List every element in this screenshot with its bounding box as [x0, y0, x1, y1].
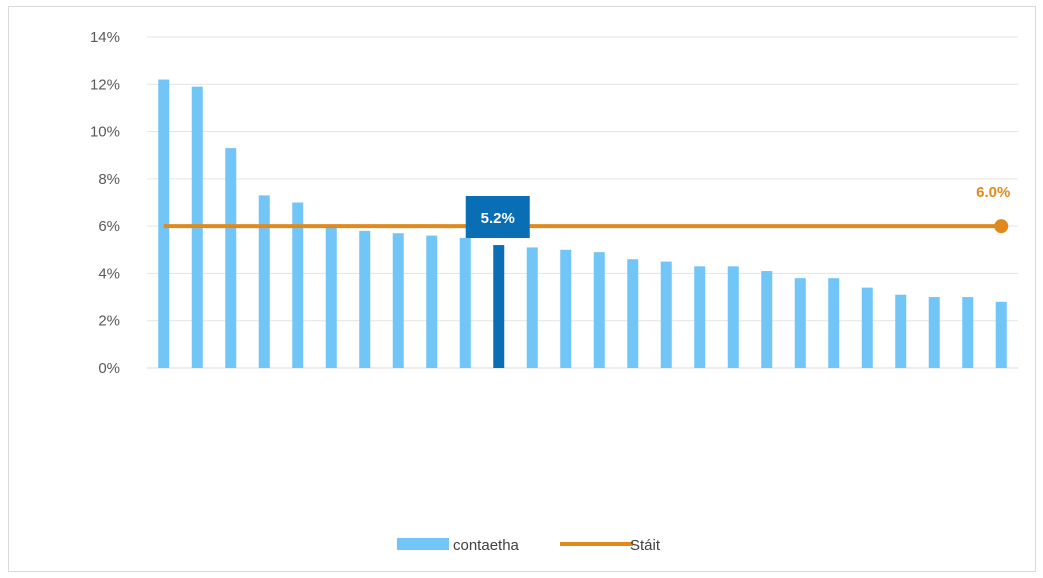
legend: contaetha Stáit [397, 537, 661, 554]
state-line-marker [994, 219, 1009, 234]
bar [258, 195, 270, 368]
bar [459, 237, 471, 368]
bar [359, 230, 371, 368]
y-tick-label: 12% [90, 76, 120, 93]
bar [861, 287, 873, 368]
y-axis: 0% 2% 4% 6% 8% 10% 12% 14% [90, 29, 120, 377]
bar [593, 252, 605, 368]
bar [962, 297, 974, 368]
bar [928, 297, 940, 368]
chart-frame [8, 6, 1036, 572]
bar [158, 79, 170, 369]
y-tick-label: 4% [98, 265, 120, 282]
bar [995, 301, 1007, 368]
highlight-label-box [465, 196, 530, 238]
y-tick-label: 2% [98, 313, 120, 330]
y-tick-label: 8% [98, 171, 120, 188]
legend-label-contaetha: contaetha [453, 537, 520, 554]
bar [794, 278, 806, 368]
bar [292, 202, 304, 368]
bar [761, 271, 773, 368]
y-tick-label: 10% [90, 124, 120, 141]
bar [325, 226, 337, 368]
bar [560, 249, 572, 368]
bar [660, 261, 672, 368]
bar [526, 247, 538, 368]
bar [627, 259, 639, 368]
bar [392, 233, 404, 368]
bar [493, 245, 505, 368]
y-tick-label: 6% [98, 218, 120, 235]
highlight-label: 5.2% [481, 210, 515, 227]
y-tick-label: 14% [90, 29, 120, 46]
bar [426, 235, 438, 368]
bar-series-contaetha [158, 79, 1007, 369]
state-value-label: 6.0% [976, 184, 1010, 201]
gridlines [147, 36, 1018, 369]
y-tick-label: 0% [98, 360, 120, 377]
data-labels: 5.2% 6.0% [465, 184, 1010, 238]
line-series-stait [163, 219, 1009, 234]
bar [225, 148, 237, 368]
bar [828, 278, 840, 368]
legend-label-stait: Stáit [630, 537, 661, 554]
legend-swatch-contaetha [397, 538, 449, 550]
bar [727, 266, 739, 368]
bar [895, 294, 907, 368]
bar [694, 266, 706, 368]
